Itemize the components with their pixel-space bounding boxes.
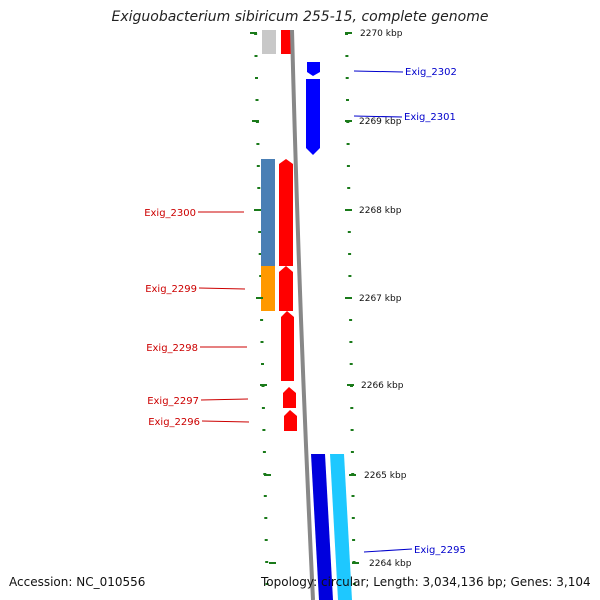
scale-label: 2266 kbp bbox=[361, 381, 404, 391]
major-tick bbox=[254, 209, 261, 211]
minor-tick bbox=[263, 495, 267, 497]
minor-tick bbox=[346, 143, 350, 145]
gene-arrow-exig-2300[interactable] bbox=[279, 159, 293, 266]
minor-tick bbox=[349, 319, 353, 321]
major-tick bbox=[260, 384, 267, 386]
minor-tick bbox=[254, 55, 258, 57]
minor-tick bbox=[346, 99, 349, 101]
steel-blue-feature-bar bbox=[261, 159, 275, 266]
major-tick bbox=[252, 120, 259, 122]
minor-tick bbox=[260, 341, 264, 343]
minor-tick bbox=[262, 451, 266, 453]
minor-tick bbox=[347, 231, 351, 233]
minor-tick bbox=[349, 363, 353, 365]
gene-labels: Exig_2302 Exig_2301 Exig_2300 Exig_2299 Exig… bbox=[144, 67, 466, 556]
gene-bar-exig-2295[interactable] bbox=[311, 454, 333, 600]
accession-text: Accession: NC_010556 bbox=[9, 575, 146, 589]
label-leader-line bbox=[363, 548, 413, 553]
gene-label[interactable]: Exig_2299 bbox=[145, 284, 197, 295]
gene-label[interactable]: Exig_2296 bbox=[148, 417, 200, 428]
minor-tick bbox=[348, 275, 352, 277]
gene-label[interactable]: Exig_2302 bbox=[405, 67, 457, 78]
minor-tick bbox=[261, 363, 264, 365]
minor-tick bbox=[351, 517, 355, 519]
minor-tick bbox=[352, 539, 356, 541]
major-tick bbox=[345, 120, 352, 122]
major-tick bbox=[256, 297, 263, 299]
genome-backbone bbox=[290, 29, 315, 600]
minor-tick bbox=[264, 517, 268, 519]
scale-label: 2270 kbp bbox=[360, 29, 403, 39]
minor-tick bbox=[261, 407, 265, 409]
major-tick bbox=[345, 297, 352, 299]
gene-label[interactable]: Exig_2297 bbox=[147, 396, 199, 407]
minor-tick bbox=[262, 429, 266, 431]
label-leader-line bbox=[198, 287, 246, 290]
scale-label: 2265 kbp bbox=[364, 471, 407, 481]
gene-arrow-exig-2299[interactable] bbox=[279, 266, 293, 311]
major-tick bbox=[345, 209, 352, 211]
gene-arrow-exig-2301[interactable] bbox=[306, 79, 320, 155]
minor-tick bbox=[350, 451, 354, 453]
major-tick bbox=[264, 474, 271, 476]
map-title: Exiguobacterium sibiricum 255-15, comple… bbox=[111, 9, 489, 25]
scale-label: 2267 kbp bbox=[359, 294, 402, 304]
label-leader-line bbox=[353, 115, 403, 118]
minor-tick bbox=[256, 165, 260, 167]
minor-tick bbox=[348, 253, 352, 255]
gene-label[interactable]: Exig_2300 bbox=[144, 208, 196, 219]
major-tick bbox=[352, 562, 359, 564]
minor-tick bbox=[255, 77, 258, 79]
label-leader-line bbox=[200, 398, 249, 401]
gene-arrow-exig-2296[interactable] bbox=[284, 410, 297, 431]
gene-arrow-exig-2297[interactable] bbox=[283, 387, 296, 408]
scale-label: 2268 kbp bbox=[359, 206, 402, 216]
label-leader-line bbox=[353, 70, 404, 73]
minor-tick bbox=[346, 165, 350, 167]
minor-tick bbox=[352, 583, 356, 585]
scale-label: 2264 kbp bbox=[369, 559, 412, 569]
gene-label[interactable]: Exig_2295 bbox=[414, 545, 466, 556]
scale-label: 2269 kbp bbox=[359, 117, 402, 127]
minor-tick bbox=[350, 429, 354, 431]
minor-tick bbox=[345, 77, 349, 79]
light-blue-feature-bar bbox=[330, 454, 352, 600]
gene-arrow-exig-2302[interactable] bbox=[307, 62, 320, 76]
genome-summary-text: Topology: circular; Length: 3,034,136 bp… bbox=[261, 575, 591, 589]
minor-tick bbox=[345, 55, 349, 57]
major-tick bbox=[345, 32, 352, 34]
minor-tick bbox=[350, 407, 354, 409]
minor-tick bbox=[257, 187, 261, 189]
minor-tick bbox=[264, 539, 268, 541]
minor-tick bbox=[255, 99, 259, 101]
orange-feature-bar bbox=[261, 266, 275, 311]
minor-tick bbox=[349, 341, 353, 343]
major-tick bbox=[269, 562, 276, 564]
gene-label[interactable]: Exig_2301 bbox=[404, 112, 456, 123]
minor-tick bbox=[256, 143, 260, 145]
gene-arrow-exig-2298[interactable] bbox=[281, 311, 294, 381]
minor-tick bbox=[260, 319, 264, 321]
gene-label[interactable]: Exig_2298 bbox=[146, 343, 198, 354]
major-tick bbox=[347, 384, 354, 386]
minor-tick bbox=[347, 187, 351, 189]
major-tick bbox=[349, 474, 356, 476]
major-tick bbox=[250, 32, 257, 34]
minor-tick bbox=[259, 275, 263, 277]
minor-tick bbox=[258, 253, 262, 255]
minor-tick bbox=[351, 495, 355, 497]
minor-tick bbox=[265, 561, 269, 563]
label-leader-line bbox=[201, 420, 250, 423]
minor-tick bbox=[265, 583, 269, 585]
grey-feature-bar bbox=[262, 30, 276, 54]
scale-labels: 2270 kbp 2269 kbp 2268 kbp 2267 kbp 2266 kbp… bbox=[250, 29, 412, 569]
minor-tick bbox=[258, 231, 262, 233]
